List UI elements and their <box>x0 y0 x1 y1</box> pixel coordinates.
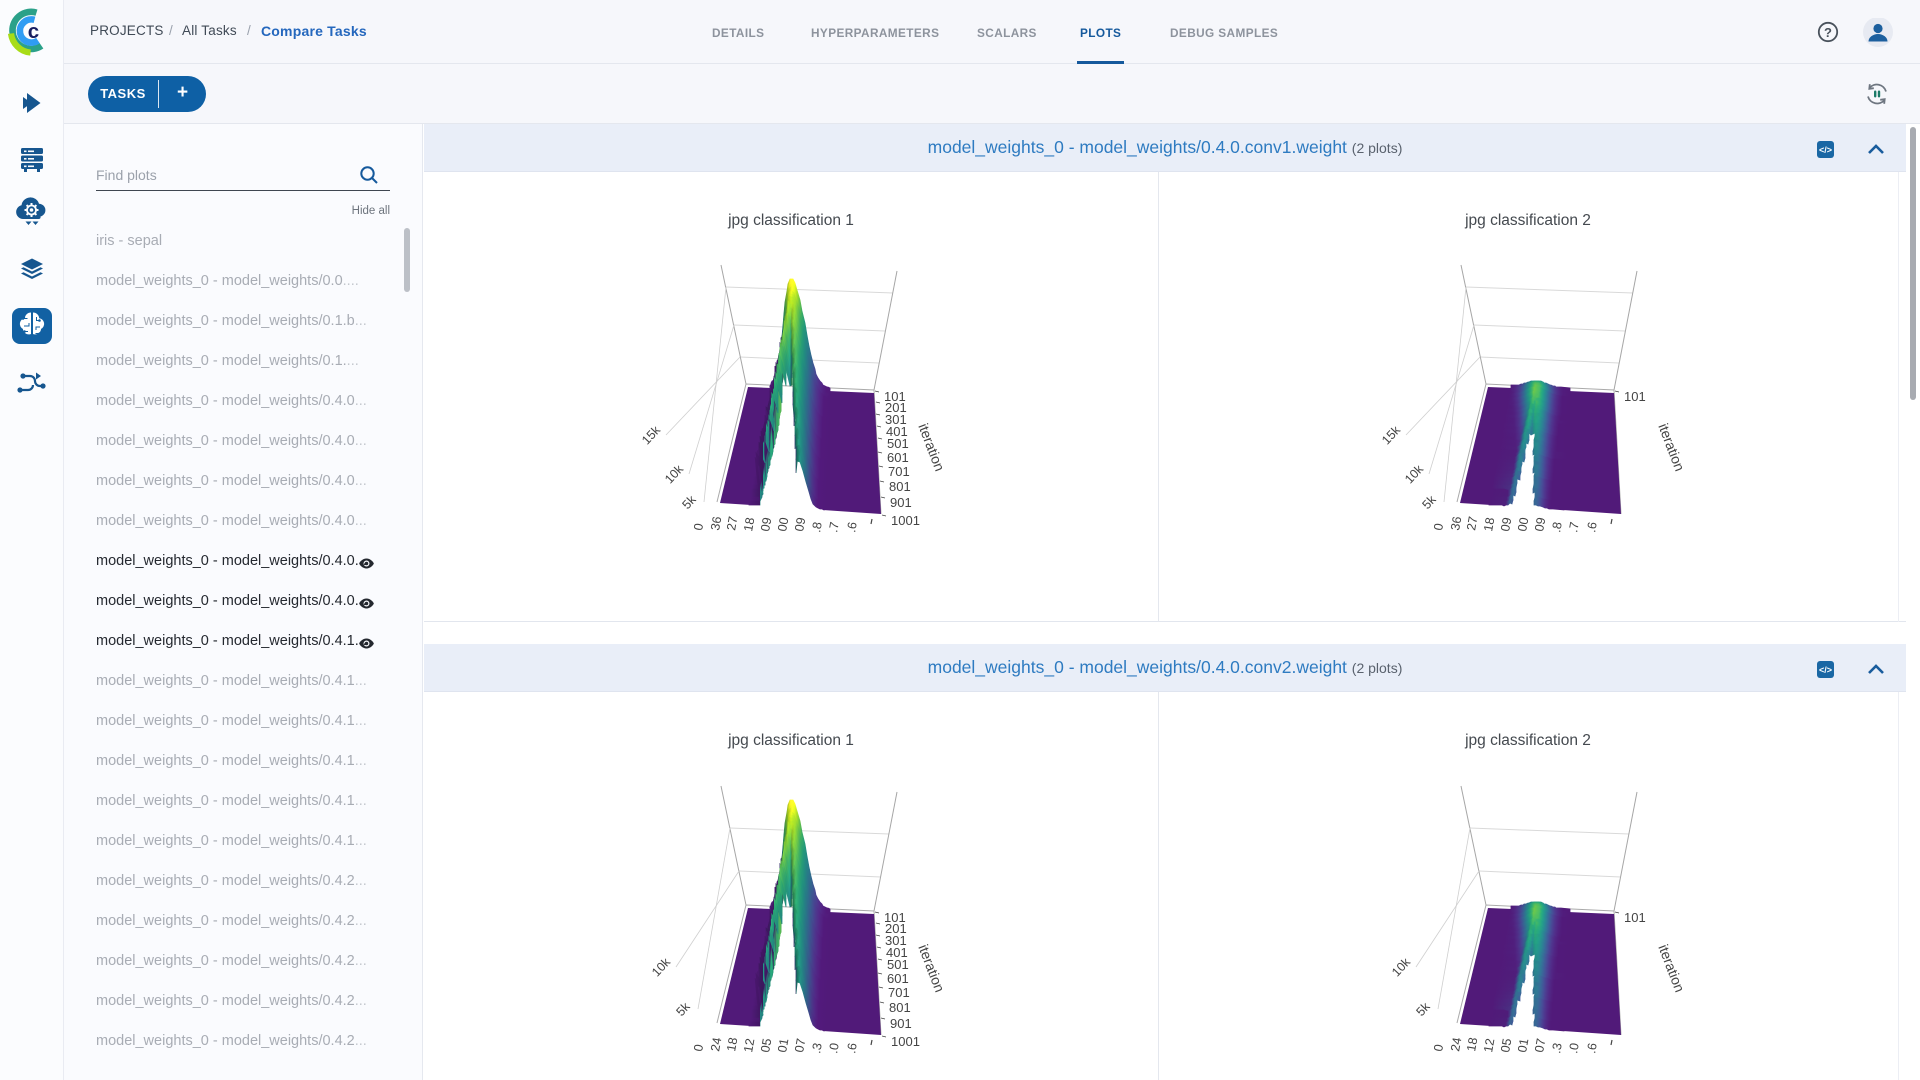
svg-text:36: 36 <box>1448 515 1464 531</box>
svg-text:?: ? <box>1824 25 1832 40</box>
svg-text:0: 0 <box>1431 1043 1446 1052</box>
svg-text:18: 18 <box>741 516 757 532</box>
svg-text:10k: 10k <box>1389 955 1413 980</box>
svg-text:07: 07 <box>1532 1037 1548 1053</box>
svg-text:05: 05 <box>758 1037 774 1053</box>
svg-text:401: 401 <box>886 424 908 439</box>
svg-text:701: 701 <box>888 464 910 479</box>
svg-text:10k: 10k <box>649 955 673 980</box>
svg-text:201: 201 <box>885 400 907 415</box>
svg-text:00: 00 <box>1515 516 1531 532</box>
svg-text:.7: .7 <box>1566 521 1582 534</box>
svg-text:.0: .0 <box>1566 1042 1582 1055</box>
svg-text:c: c <box>28 20 39 43</box>
svg-text:10k: 10k <box>1402 462 1426 487</box>
svg-text:801: 801 <box>889 479 911 494</box>
svg-text:5k: 5k <box>1419 492 1439 512</box>
svg-text:0: 0 <box>1431 522 1446 531</box>
svg-text:10k: 10k <box>662 462 686 487</box>
svg-text:12: 12 <box>1481 1037 1497 1053</box>
svg-text:0: 0 <box>691 522 706 531</box>
svg-text:.3: .3 <box>809 1042 825 1055</box>
svg-text:07: 07 <box>792 1037 808 1053</box>
svg-text:</>: </> <box>1819 665 1832 675</box>
svg-text:201: 201 <box>885 921 907 936</box>
svg-text:01: 01 <box>1515 1037 1531 1053</box>
svg-text:301: 301 <box>885 933 907 948</box>
svg-text:.6: .6 <box>844 1042 860 1055</box>
svg-text:.8: .8 <box>1549 521 1565 534</box>
svg-text:00: 00 <box>775 516 791 532</box>
svg-text:5k: 5k <box>679 492 699 512</box>
svg-text:09: 09 <box>1532 516 1548 532</box>
svg-text:.3: .3 <box>1549 1042 1565 1055</box>
svg-text:15k: 15k <box>1379 423 1403 448</box>
svg-text:27: 27 <box>724 515 740 531</box>
svg-text:iteration: iteration <box>915 942 948 994</box>
svg-text:27: 27 <box>1464 515 1480 531</box>
svg-text:101: 101 <box>884 389 906 404</box>
svg-text:0: 0 <box>691 1043 706 1052</box>
svg-text:05: 05 <box>1498 1037 1514 1053</box>
svg-text:401: 401 <box>886 945 908 960</box>
svg-text:901: 901 <box>890 1016 912 1031</box>
svg-text:iteration: iteration <box>915 421 948 473</box>
svg-text:15k: 15k <box>639 423 663 448</box>
svg-text:.6: .6 <box>844 521 860 534</box>
svg-text:101: 101 <box>1624 910 1646 925</box>
svg-text:5k: 5k <box>1413 999 1433 1019</box>
svg-text:901: 901 <box>890 495 912 510</box>
svg-text:301: 301 <box>885 412 907 427</box>
svg-text:09: 09 <box>758 516 774 532</box>
svg-text:101: 101 <box>1624 389 1646 404</box>
svg-text:iteration: iteration <box>1655 942 1688 994</box>
svg-text:.8: .8 <box>809 521 825 534</box>
svg-text:18: 18 <box>1464 1036 1480 1052</box>
svg-text:iteration: iteration <box>1655 421 1688 473</box>
svg-text:.6: .6 <box>1584 1042 1600 1055</box>
svg-text:601: 601 <box>887 971 909 986</box>
svg-text:24: 24 <box>1448 1036 1464 1052</box>
svg-text:18: 18 <box>724 1036 740 1052</box>
svg-text:1001: 1001 <box>891 513 920 528</box>
svg-text:701: 701 <box>888 985 910 1000</box>
svg-text:36: 36 <box>708 515 724 531</box>
svg-text:</>: </> <box>1819 145 1832 155</box>
svg-text:501: 501 <box>887 436 909 451</box>
svg-text:101: 101 <box>884 910 906 925</box>
svg-text:801: 801 <box>889 1000 911 1015</box>
svg-text:.6: .6 <box>1584 521 1600 534</box>
svg-text:501: 501 <box>887 957 909 972</box>
svg-text:18: 18 <box>1481 516 1497 532</box>
svg-text:01: 01 <box>775 1037 791 1053</box>
svg-text:1001: 1001 <box>891 1034 920 1049</box>
svg-text:12: 12 <box>741 1037 757 1053</box>
svg-text:.0: .0 <box>826 1042 842 1055</box>
svg-text:5k: 5k <box>673 999 693 1019</box>
svg-text:601: 601 <box>887 450 909 465</box>
svg-text:.7: .7 <box>826 521 842 534</box>
svg-text:24: 24 <box>708 1036 724 1052</box>
svg-text:09: 09 <box>792 516 808 532</box>
svg-text:09: 09 <box>1498 516 1514 532</box>
